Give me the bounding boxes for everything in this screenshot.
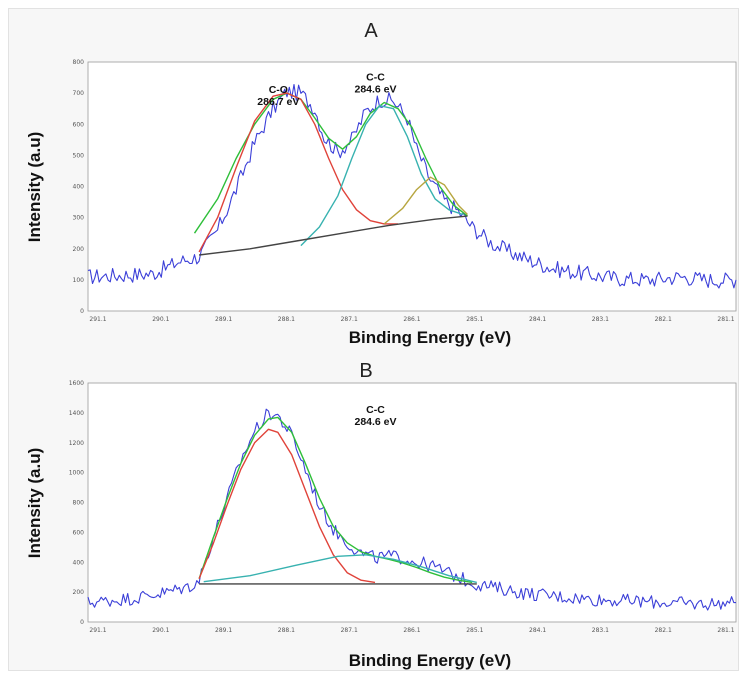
panel-b: B Intensity (a.u) Binding Energy (eV) 02… [25,360,737,670]
x-tick-label: 283.1 [592,316,609,323]
panel-b-y-axis-title: Intensity (a.u) [25,448,44,559]
peak-annotation-name: C-C [366,404,385,416]
y-tick-label: 1200 [69,440,84,447]
series-line-baseline [199,215,468,256]
panel-b-x-axis-title: Binding Energy (eV) [349,651,511,670]
x-tick-label: 282.1 [655,316,672,323]
x-tick-label: 284.1 [529,316,546,323]
x-tick-label: 290.1 [152,627,169,634]
y-tick-label: 1600 [69,380,84,387]
series-line-fit-envelope [198,416,473,584]
series-line-component-1 [198,92,399,253]
series-line-fit-envelope [193,92,468,234]
x-tick-label: 289.1 [215,627,232,634]
x-tick-label: 291.1 [89,627,106,634]
series-line-component-3 [383,176,468,225]
y-tick-label: 300 [73,215,85,222]
y-tick-label: 1400 [69,410,84,417]
peak-annotation-energy: 286.7 eV [257,96,299,108]
series-line-component-1 [198,428,376,584]
x-tick-label: 287.1 [341,316,358,323]
panel-a-x-axis-title: Binding Energy (eV) [349,328,511,347]
x-tick-label: 290.1 [152,316,169,323]
x-tick-label: 287.1 [341,627,358,634]
x-tick-label: 281.1 [717,627,734,634]
x-tick-label: 282.1 [655,627,672,634]
panel-b-y-tick-labels: 0 200 400 600 800 1000 1200 1400 1600 [69,380,84,626]
y-tick-label: 0 [80,308,84,315]
x-tick-label: 283.1 [592,627,609,634]
y-tick-label: 0 [80,619,84,626]
x-tick-label: 285.1 [466,316,483,323]
panel-a: A Intensity (a.u) Binding Energy (eV) 0 1… [25,20,737,347]
x-tick-label: 288.1 [278,316,295,323]
y-tick-label: 200 [73,246,85,253]
panel-a-plot-area [87,61,737,312]
series-line-component-2 [300,104,464,247]
y-tick-label: 100 [73,277,85,284]
x-tick-label: 286.1 [403,627,420,634]
x-tick-label: 291.1 [89,316,106,323]
y-tick-label: 600 [73,121,85,128]
x-tick-label: 289.1 [215,316,232,323]
x-tick-label: 284.1 [529,627,546,634]
panel-a-y-tick-labels: 0 100 200 300 400 500 600 700 800 [73,59,85,315]
x-tick-label: 285.1 [466,627,483,634]
y-tick-label: 700 [73,90,85,97]
x-tick-label: 286.1 [403,316,420,323]
panel-a-label: A [364,20,378,42]
peak-annotation-energy: 284.6 eV [354,84,396,96]
series-line-raw [87,83,737,289]
peak-annotation-energy: 284.6 eV [354,416,396,428]
y-tick-label: 1000 [69,470,84,477]
y-tick-label: 600 [73,529,85,536]
panel-b-series [87,408,736,611]
panel-a-y-axis-title: Intensity (a.u) [25,132,44,243]
y-tick-label: 500 [73,152,85,159]
peak-annotation-name: C-C [366,72,385,84]
panel-b-plot-area [87,382,737,623]
y-tick-label: 800 [73,59,85,66]
panel-a-x-tick-labels: 291.1 290.1 289.1 288.1 287.1 286.1 285.1 284.1… [89,316,734,323]
series-line-component-2 [203,554,477,584]
y-tick-label: 400 [73,559,85,566]
panel-b-label: B [359,360,372,382]
panel-b-x-tick-labels: 291.1 290.1 289.1 288.1 287.1 286.1 285.1 284.1… [89,627,734,634]
panel-a-series [87,83,737,289]
x-tick-label: 288.1 [278,627,295,634]
peak-annotation-name: C-O [269,84,288,96]
y-tick-label: 800 [73,500,85,507]
x-tick-label: 281.1 [717,316,734,323]
y-tick-label: 400 [73,184,85,191]
y-tick-label: 200 [73,589,85,596]
